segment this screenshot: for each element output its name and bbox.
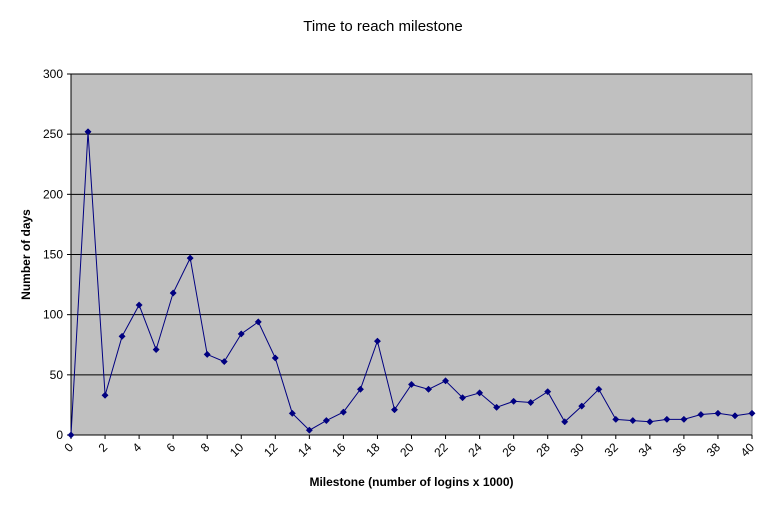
data-point (152, 346, 160, 354)
data-point (135, 301, 143, 309)
y-axis-ticks: 0 50 100 150 200 250 300 (43, 67, 71, 442)
data-point (441, 377, 450, 385)
x-tick-label: 34 (636, 440, 656, 460)
x-tick-label: 18 (363, 440, 383, 460)
data-point (339, 408, 347, 416)
data-point (322, 417, 330, 425)
x-tick-label: 40 (738, 440, 758, 460)
x-tick-label: 6 (164, 440, 179, 455)
data-point (305, 426, 313, 434)
data-point (101, 391, 109, 399)
data-point (714, 409, 722, 417)
x-tick-label: 26 (499, 440, 519, 460)
data-point (595, 385, 603, 393)
data-point (288, 409, 296, 417)
data-point (373, 337, 382, 345)
data-point (663, 415, 671, 423)
x-tick-label: 16 (329, 440, 349, 460)
gridlines (71, 73, 752, 376)
data-point (612, 415, 620, 423)
x-tick-label: 0 (61, 440, 76, 455)
x-tick-label: 28 (533, 440, 553, 460)
x-tick-label: 36 (670, 440, 690, 460)
data-point (407, 380, 416, 389)
x-tick-label: 12 (261, 440, 281, 460)
data-point (527, 398, 535, 407)
data-point (203, 350, 211, 358)
data-point (544, 388, 552, 396)
y-tick-label: 300 (43, 67, 63, 81)
data-point (629, 417, 637, 425)
data-point (561, 418, 569, 426)
data-point (169, 289, 177, 297)
y-tick-label: 200 (43, 187, 63, 201)
data-point (697, 410, 705, 419)
data-point (493, 403, 501, 411)
data-point (476, 389, 484, 397)
data-point (237, 330, 245, 338)
x-axis-title: Milestone (number of logins x 1000) (309, 475, 513, 489)
x-tick-label: 4 (130, 440, 145, 455)
data-point (186, 254, 194, 262)
data-point (220, 358, 228, 366)
x-tick-label: 32 (602, 440, 622, 460)
data-point (646, 418, 654, 426)
x-tick-label: 20 (397, 440, 417, 460)
x-tick-label: 8 (198, 440, 213, 455)
data-point (254, 318, 262, 326)
data-point (356, 385, 364, 393)
data-point (748, 409, 756, 417)
data-point (680, 415, 688, 423)
y-tick-label: 50 (50, 368, 64, 382)
data-point (459, 394, 467, 402)
x-tick-label: 24 (465, 440, 485, 460)
x-tick-label: 2 (96, 440, 111, 455)
y-axis-title: Number of days (19, 209, 33, 300)
data-point (578, 402, 586, 410)
x-tick-label: 30 (568, 440, 588, 460)
data-point (390, 406, 399, 414)
data-point (118, 332, 126, 340)
x-tick-label: 14 (295, 440, 315, 460)
y-tick-label: 100 (43, 308, 63, 322)
y-tick-label: 150 (43, 248, 63, 262)
x-axis-ticks: 0 2 4 6 8 10 12 14 16 18 20 22 24 26 28 30 32 34 36 38 40 (61, 435, 757, 460)
x-tick-label: 22 (431, 440, 451, 460)
data-point (67, 431, 75, 439)
y-tick-label: 0 (56, 428, 63, 442)
x-tick-label: 10 (227, 440, 247, 460)
data-point (510, 397, 518, 405)
data-markers (67, 128, 756, 439)
data-point (731, 412, 739, 420)
data-point (424, 385, 433, 393)
data-point (84, 128, 92, 136)
data-point (271, 354, 279, 362)
chart-title: Time to reach milestone (303, 18, 463, 35)
x-tick-label: 38 (704, 440, 724, 460)
y-tick-label: 250 (43, 127, 63, 141)
